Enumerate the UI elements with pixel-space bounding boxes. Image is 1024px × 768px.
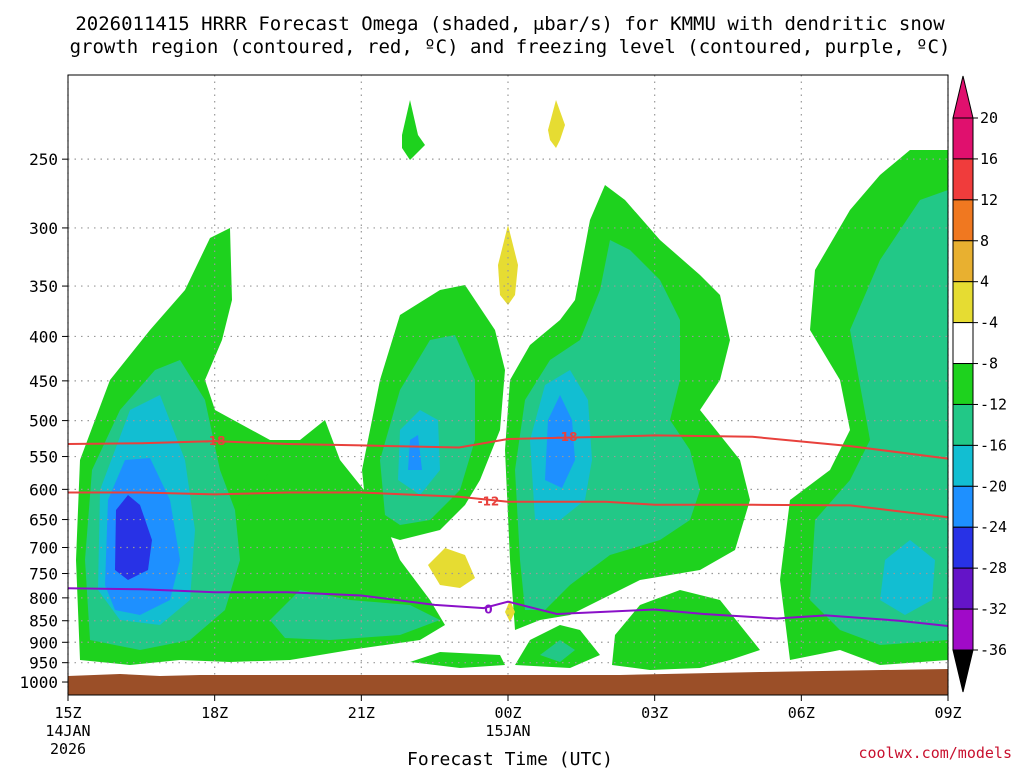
colorbar-bin bbox=[952, 526, 974, 569]
x-tick-label: 21Z bbox=[348, 704, 375, 722]
omega-region-west-teal-2 bbox=[270, 590, 440, 640]
y-tick-label: 750 bbox=[29, 565, 58, 584]
omega-region-low-south bbox=[612, 590, 760, 670]
colorbar-bin bbox=[952, 444, 974, 487]
omega-region-low-yellow bbox=[428, 548, 475, 588]
colorbar-bin bbox=[952, 485, 974, 528]
colorbar-under-arrow bbox=[952, 649, 974, 693]
y-tick-label: 400 bbox=[29, 327, 58, 346]
colorbar-label: 12 bbox=[980, 191, 998, 209]
colorbar-label: -16 bbox=[980, 436, 1007, 454]
omega-region-low-yellow-2 bbox=[505, 600, 515, 622]
credit-link[interactable]: coolwx.com/models bbox=[858, 744, 1012, 762]
colorbar-bin bbox=[952, 199, 974, 242]
x-tick-year: 2026 bbox=[50, 740, 86, 758]
colorbar-label: 16 bbox=[980, 150, 998, 168]
y-tick-label: 350 bbox=[29, 277, 58, 296]
y-axis: 250 300 350 400 450 500 550 600 650 700 750 800 850 9… bbox=[19, 150, 68, 692]
omega-shading bbox=[76, 100, 948, 670]
omega-region-west-core bbox=[115, 495, 152, 580]
contour-label-dgz_-18C: -18 bbox=[556, 430, 578, 444]
colorbar-bin bbox=[952, 240, 974, 283]
omega-region-low-west bbox=[410, 652, 505, 668]
y-tick-label: 950 bbox=[29, 654, 58, 673]
y-tick-label: 550 bbox=[29, 448, 58, 467]
y-tick-label: 800 bbox=[29, 589, 58, 608]
omega-region-west-green-tongue bbox=[230, 440, 345, 600]
contour-label-dgz_-12C: -12 bbox=[478, 495, 500, 509]
y-tick-label: 900 bbox=[29, 633, 58, 652]
colorbar-bin bbox=[952, 567, 974, 610]
omega-region-east-cyan bbox=[880, 540, 935, 615]
colorbar-bin bbox=[952, 281, 974, 324]
contour-label-dgz_-18C: -18 bbox=[204, 434, 226, 448]
y-tick-label: 1000 bbox=[19, 673, 58, 692]
x-tick-label: 18Z bbox=[201, 704, 228, 722]
omega-region-low-central-teal bbox=[540, 640, 575, 662]
x-tick-date: 15JAN bbox=[485, 722, 530, 740]
temperature-contours: -18 -18 -12 0 bbox=[67, 430, 949, 627]
x-tick-label: 00Z bbox=[494, 704, 521, 722]
y-tick-label: 850 bbox=[29, 612, 58, 631]
omega-region-upper-green bbox=[402, 100, 425, 160]
y-tick-label: 450 bbox=[29, 372, 58, 391]
omega-region-central-blue bbox=[545, 395, 575, 488]
y-tick-label: 650 bbox=[29, 511, 58, 530]
y-tick-label: 500 bbox=[29, 412, 58, 431]
contour-label-freezing_0C: 0 bbox=[484, 602, 492, 616]
colorbar-bin bbox=[952, 158, 974, 201]
y-tick-label: 700 bbox=[29, 538, 58, 557]
ground-terrain bbox=[68, 669, 948, 695]
colorbar: 20 16 12 8 4 -4 -8 -12 -16 -20 -24 -28 -32 -36 bbox=[952, 75, 1007, 693]
colorbar-bin bbox=[952, 322, 974, 365]
colorbar-label: 20 bbox=[980, 109, 998, 127]
x-tick-label: 06Z bbox=[788, 704, 815, 722]
y-tick-label: 300 bbox=[29, 219, 58, 238]
x-axis-label: Forecast Time (UTC) bbox=[407, 749, 613, 768]
colorbar-over-arrow bbox=[952, 75, 974, 119]
x-tick-label: 03Z bbox=[641, 704, 668, 722]
omega-region-east-teal bbox=[810, 190, 948, 645]
colorbar-label: -12 bbox=[980, 395, 1007, 413]
colorbar-label: -8 bbox=[980, 355, 998, 373]
colorbar-bin bbox=[952, 363, 974, 405]
x-tick-date: 14JAN bbox=[45, 722, 90, 740]
chart-title-line1: 2026011415 HRRR Forecast Omega (shaded, … bbox=[75, 13, 945, 35]
chart-title-line2: growth region (contoured, red, ºC) and f… bbox=[70, 36, 951, 58]
colorbar-label: 8 bbox=[980, 232, 989, 250]
x-tick-label: 15Z bbox=[54, 704, 81, 722]
colorbar-label: -20 bbox=[980, 477, 1007, 495]
colorbar-label: -28 bbox=[980, 559, 1007, 577]
colorbar-label: -4 bbox=[980, 314, 998, 332]
colorbar-bin bbox=[952, 117, 974, 160]
colorbar-label: -24 bbox=[980, 518, 1007, 536]
y-tick-label: 600 bbox=[29, 480, 58, 499]
omega-region-upper-yellow bbox=[548, 100, 565, 148]
colorbar-bin bbox=[952, 608, 974, 651]
colorbar-bin bbox=[952, 403, 974, 446]
colorbar-label: -32 bbox=[980, 600, 1007, 618]
omega-region-mid-blue bbox=[408, 435, 422, 470]
colorbar-label: -36 bbox=[980, 641, 1007, 659]
contour-line-dgz_-12C bbox=[68, 491, 949, 519]
contour-line-freezing_0C bbox=[67, 587, 949, 627]
contour-line-dgz_-18C bbox=[67, 434, 949, 460]
y-tick-label: 250 bbox=[29, 150, 58, 169]
colorbar-label: 4 bbox=[980, 273, 989, 291]
x-tick-label: 09Z bbox=[934, 704, 961, 722]
